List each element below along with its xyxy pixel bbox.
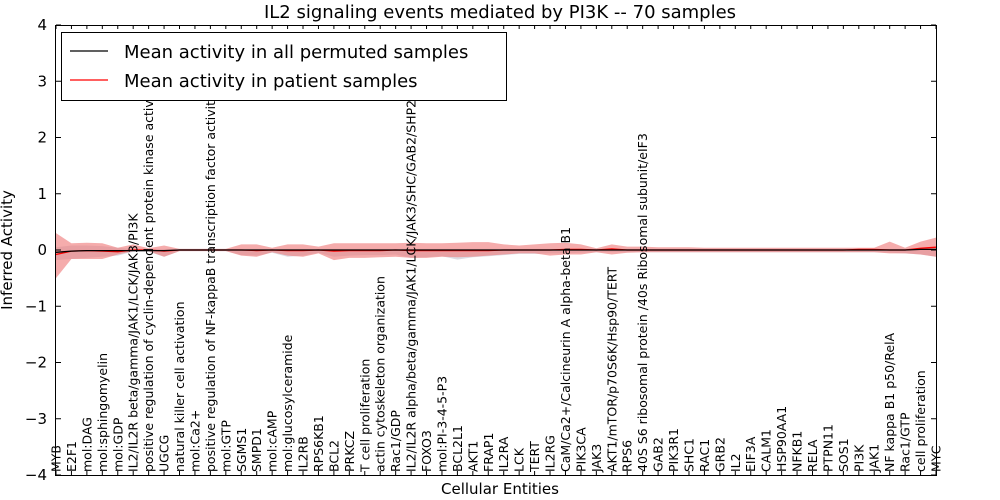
x-tick-label: IL2RG	[543, 435, 558, 472]
x-tick-label: LCK	[512, 447, 527, 472]
x-tick-label: IL2RB	[296, 436, 311, 472]
x-tick-label: positive regulation of cyclin-dependent …	[141, 84, 156, 472]
x-tick-label: SHC1	[682, 438, 697, 472]
y-tick-label: −2	[25, 354, 47, 372]
x-tick-label: UGCG	[157, 435, 172, 472]
x-tick-label: AKT1	[465, 441, 480, 472]
x-tick-label: Rac1/GTP	[898, 412, 913, 472]
y-tick-label: −4	[25, 466, 47, 484]
x-tick-label: IL2/IL2R alpha/beta/gamma/JAK1/LCK/JAK3/…	[404, 68, 419, 472]
x-tick-label: SGMS1	[234, 428, 249, 472]
x-tick-label: mol:glucosylceramide	[280, 334, 295, 472]
x-tick-label: BCL2	[326, 440, 341, 472]
x-tick-label: FRAP1	[481, 433, 496, 472]
x-tick-label: GRB2	[712, 437, 727, 472]
legend: Mean activity in all permuted samples Me…	[61, 32, 507, 101]
x-tick-label: positive regulation of NF-kappaB transcr…	[203, 93, 218, 472]
x-tick-label: IL2RA	[496, 436, 511, 472]
x-tick-label: EIF3A	[743, 436, 758, 472]
y-tick-label: 2	[37, 129, 47, 147]
x-tick-label: cell proliferation	[913, 370, 928, 472]
y-tick-label: −3	[25, 410, 47, 428]
x-tick-label: actin cytoskeleton organization	[373, 276, 388, 472]
x-tick-label: RPS6KB1	[311, 415, 326, 472]
x-tick-label: NF kappa B1 p50/RelA	[882, 332, 897, 472]
legend-label-permuted: Mean activity in all permuted samples	[124, 42, 468, 63]
y-axis-label: Inferred Activity	[0, 190, 16, 310]
x-tick-label: T cell proliferation	[357, 359, 372, 473]
x-tick-label: RELA	[805, 439, 820, 472]
y-tick-label: 1	[37, 185, 47, 203]
x-tick-label: GAB2	[651, 437, 666, 472]
plot-frame	[55, 25, 937, 476]
x-tick-label: RAC1	[697, 439, 712, 472]
x-tick-label: mol:PI-3-4-5-P3	[435, 376, 450, 472]
x-tick-label: E2F1	[64, 441, 79, 472]
x-tick-label: IL2/IL2R beta/gamma/JAK1/LCK/JAK3/PI3K	[126, 213, 141, 472]
x-tick-label: JAK3	[589, 444, 604, 473]
y-tick-label: 4	[37, 16, 47, 34]
x-tick-label: HSP90AA1	[774, 406, 789, 472]
x-tick-label: 40S S6 ribosomal protein /40s Ribosomal …	[635, 133, 650, 472]
x-tick-label: PI3K	[851, 444, 866, 472]
x-tick-label: JAK1	[867, 444, 882, 473]
permuted-mean-line	[55, 248, 936, 253]
x-tick-label: TERT	[527, 441, 542, 473]
x-tick-label: Rac1/GDP	[388, 410, 403, 472]
x-tick-label: NFKB1	[790, 431, 805, 472]
x-tick-label: PRKCZ	[342, 431, 357, 472]
x-tick-label: RPS6	[620, 440, 635, 472]
x-tick-label: mol:GDP	[110, 417, 125, 472]
legend-label-patient: Mean activity in patient samples	[124, 71, 418, 92]
y-tick-label: 3	[37, 72, 47, 90]
x-tick-label: IL2	[728, 453, 743, 472]
x-tick-label: mol:sphingomyelin	[95, 353, 110, 472]
x-tick-label: natural killer cell activation	[172, 301, 187, 472]
x-tick-label: CALM1	[759, 429, 774, 472]
x-tick-label: mol:cAMP	[265, 410, 280, 472]
x-tick-label: mol:DAG	[79, 417, 94, 472]
x-axis-label: Cellular Entities	[441, 480, 559, 498]
chart-title: IL2 signaling events mediated by PI3K --…	[264, 2, 736, 23]
x-tick-label: mol:Ca2+	[187, 410, 202, 472]
x-tick-label: SOS1	[836, 438, 851, 472]
y-tick-label: 0	[37, 241, 47, 259]
legend-box	[61, 32, 507, 101]
y-tick-label: −1	[25, 297, 47, 315]
x-tick-label: PIK3CA	[573, 427, 588, 472]
x-tick-label: SMPD1	[249, 428, 264, 472]
x-tick-label: PIK3R1	[666, 428, 681, 472]
x-tick-label: PTPN11	[820, 424, 835, 472]
x-tick-label: AKT1/mTOR/p70S6K/Hsp90/TERT	[604, 266, 619, 472]
x-tick-label: mol:GTP	[218, 420, 233, 472]
x-tick-label: FOXO3	[419, 430, 434, 472]
x-tick-label: BCL2L1	[450, 425, 465, 472]
x-tick-label: MYC	[929, 445, 944, 472]
x-tick-label: CaM/Ca2+/Calcineurin A alpha-beta B1	[558, 227, 573, 472]
x-tick-label: MYB	[49, 445, 64, 472]
